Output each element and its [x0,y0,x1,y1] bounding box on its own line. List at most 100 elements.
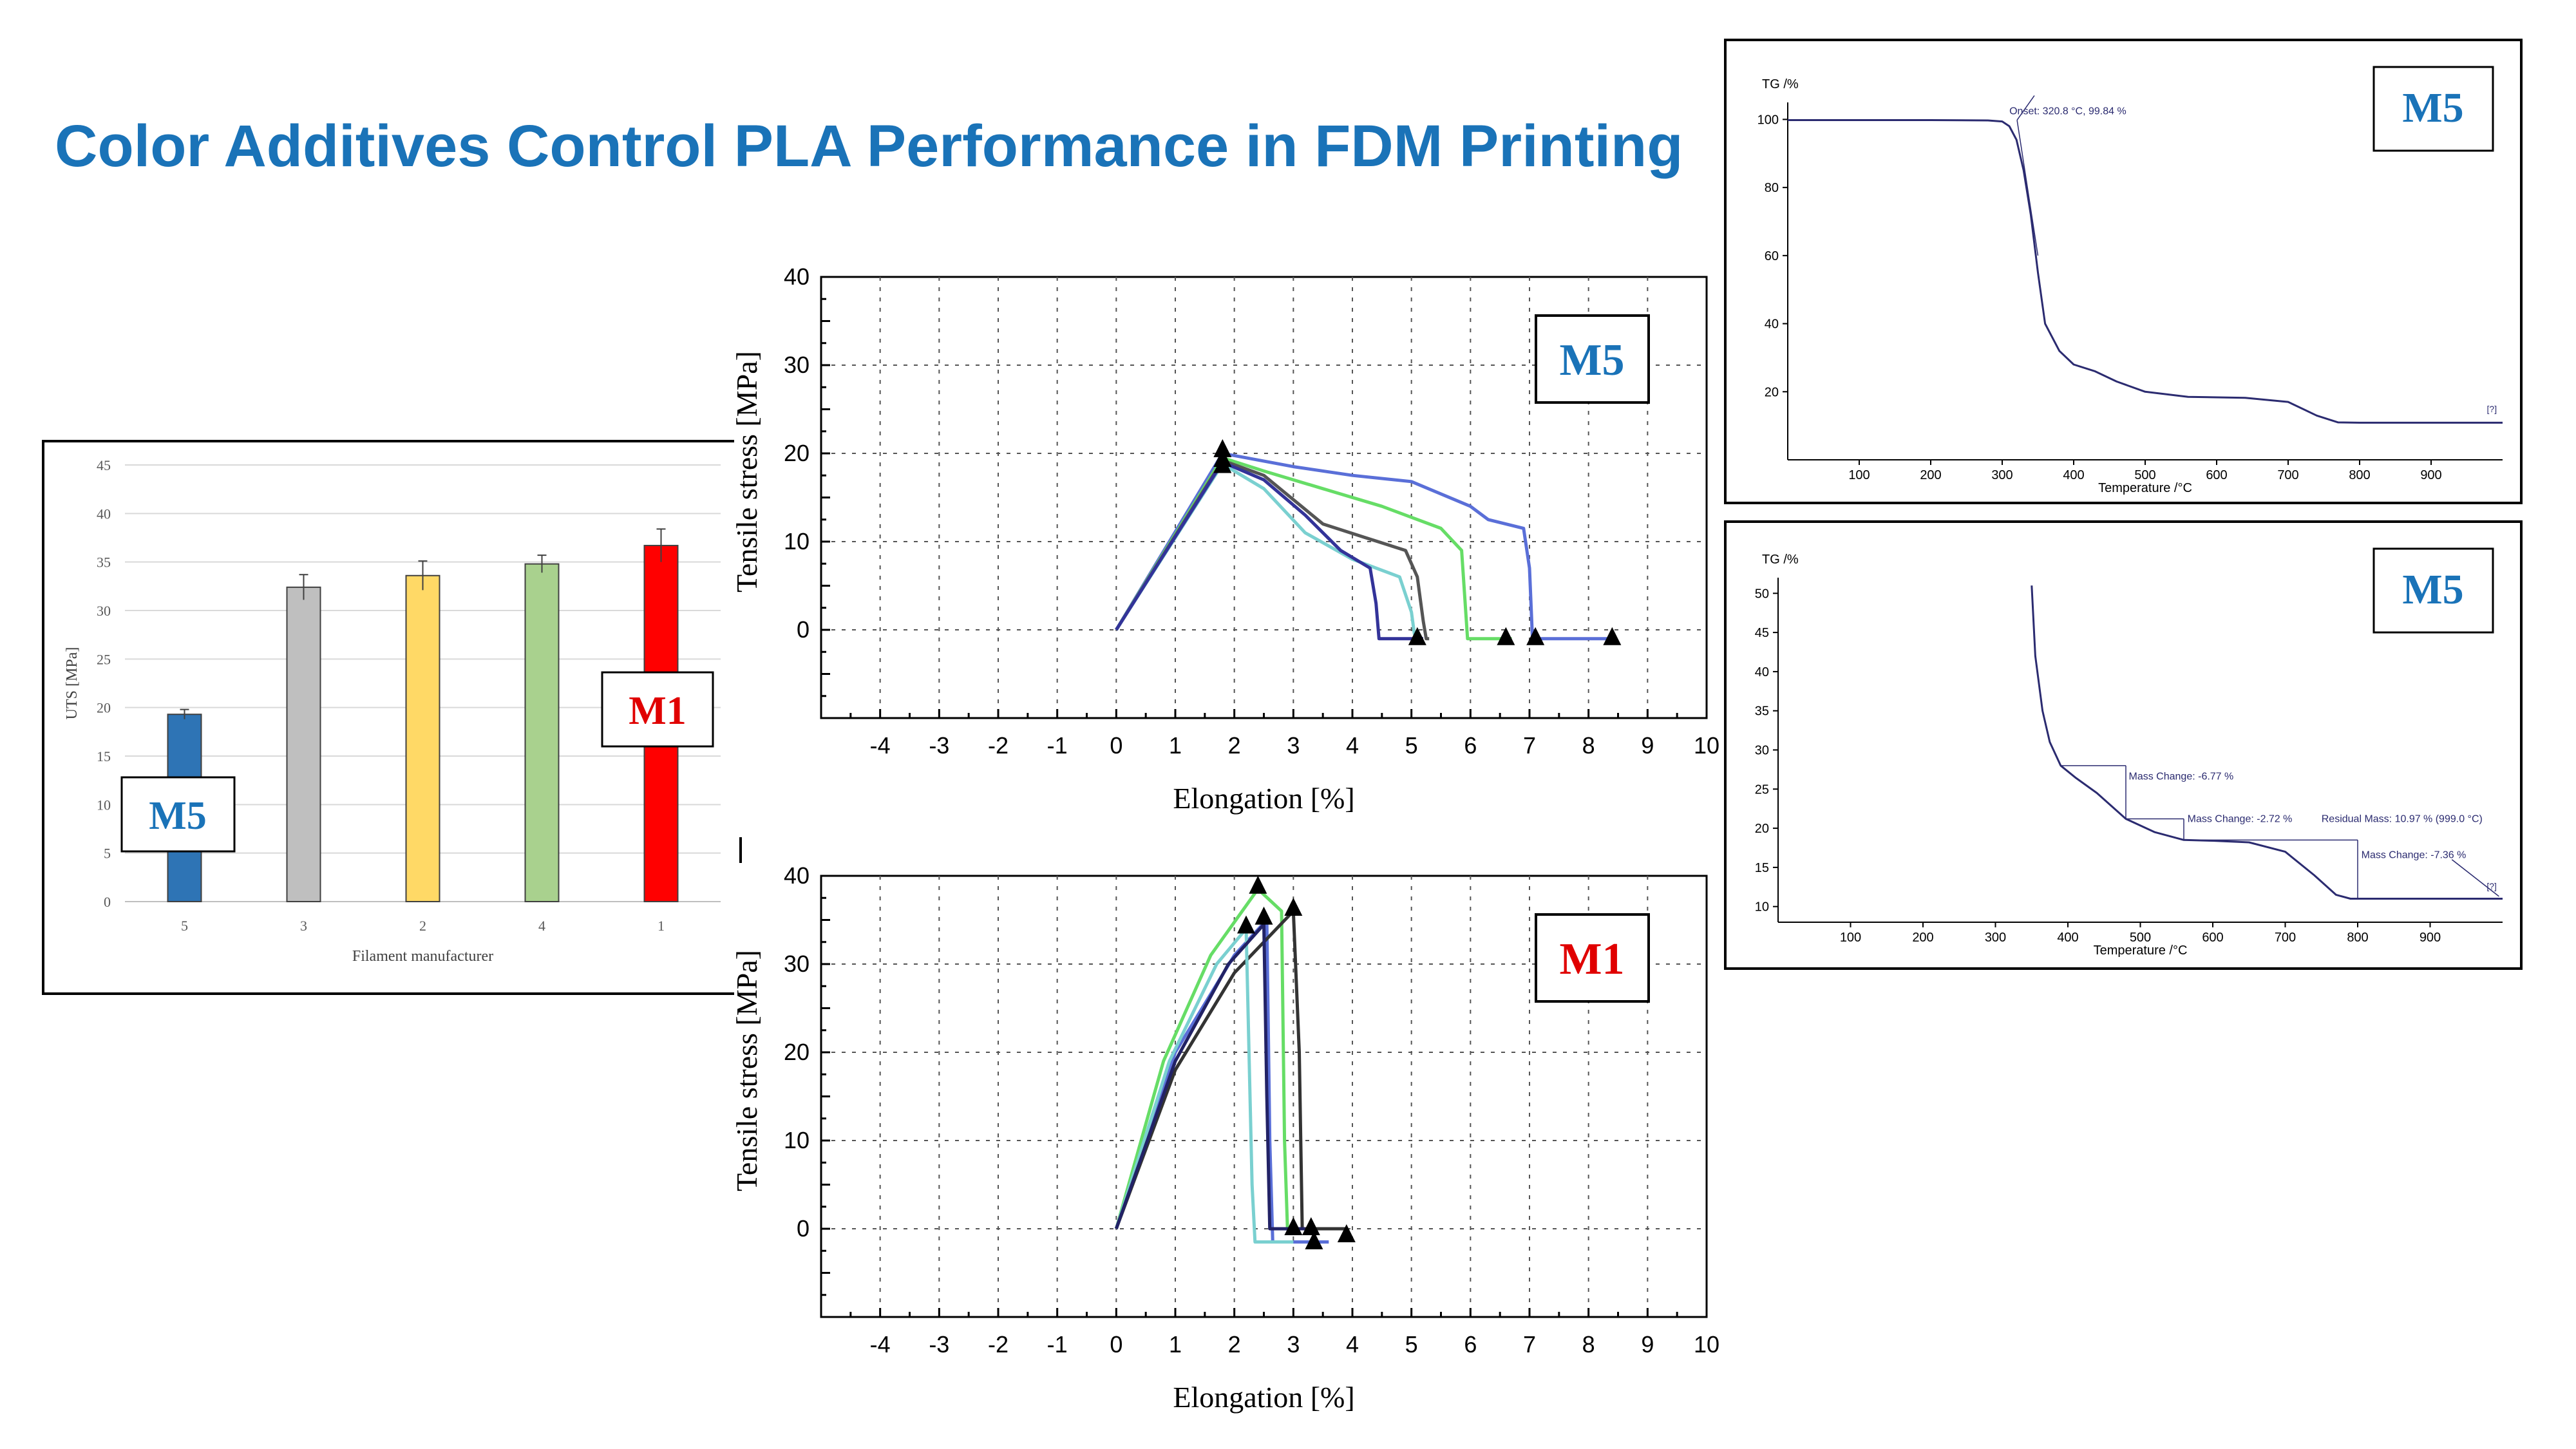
x-axis-label: Elongation [%] [1173,782,1354,815]
x-tick-label: 10 [1694,732,1719,759]
annotation-label: M5 [2402,84,2463,131]
y-axis-label: UTS [MPa] [64,647,80,720]
y-tick-label: 40 [1755,665,1769,679]
y-tick-label: 15 [1755,861,1769,875]
x-tick-label: 300 [1985,931,2006,945]
y-tick-label: 10 [784,528,810,554]
x-tick-label: 10 [1694,1331,1719,1358]
tga-top-chart-panel: 20 40 60 80 100 100 200 300 400 500 600 700 800 900 Te… [1724,39,2523,504]
y-tick-label: 10 [784,1127,810,1153]
break-marker [1213,455,1232,473]
x-tick-label: 700 [2277,468,2298,482]
y-tick-label: 10 [1755,900,1769,914]
y-tick-label: 15 [97,748,111,764]
series-line [1114,887,1311,1231]
y-tick-label: 5 [104,846,111,862]
x-tick-label: 1 [1169,1331,1182,1358]
x-tick-label: 800 [2347,931,2368,945]
onset-label: Onset: 320.8 °C, 99.84 % [2009,106,2126,117]
annotation-label: M5 [2402,566,2463,613]
break-marker [1302,1217,1320,1235]
y-tick-label: 40 [1765,317,1779,332]
y-tick-label: 50 [1755,587,1769,601]
break-marker [1337,1224,1356,1242]
x-tick-label: 1 [1169,732,1182,759]
x-tick-label: 600 [2202,931,2223,945]
x-tick-label: 5 [1405,1331,1418,1358]
x-tick-label: 2 [1228,1331,1241,1358]
tensile-m5-chart-panel: -4 -3 -2 -1 0 1 2 3 4 5 6 7 8 9 10 0 10 20 30 40 Elongation … [730,263,1726,837]
y-tick-label: 35 [97,554,111,571]
x-tick-label: 2 [419,918,426,934]
annotation-box [1535,314,1650,404]
bar [524,563,560,902]
x-tick-label: 8 [1582,732,1595,759]
tga-top-chart: 20 40 60 80 100 100 200 300 400 500 600 700 800 900 Te… [1757,66,2503,495]
x-tick-label: 400 [2057,931,2078,945]
break-marker [1237,915,1255,934]
y-tick-label: 40 [784,863,810,889]
x-tick-label: 200 [1920,468,1941,482]
x-tick-label: 0 [1110,732,1122,759]
x-tick-label: 4 [538,918,545,934]
m1-label-box [601,671,714,748]
y-tick-label: 45 [97,457,111,473]
series-line [1115,451,1613,641]
break-marker [1249,875,1267,894]
x-tick-label: 4 [1346,1331,1359,1358]
x-tick-label: -1 [1047,732,1068,759]
x-tick-label: -4 [870,732,891,759]
x-tick-label: 100 [1840,931,1861,945]
break-marker [1603,627,1622,645]
x-tick-label: 900 [2420,931,2441,945]
series-line [1115,456,1512,641]
x-tick-label: 6 [1464,732,1477,759]
x-tick-label: 800 [2349,468,2370,482]
y-tick-label: 0 [797,1215,810,1242]
break-marker [1284,1217,1303,1235]
x-tick-label: 7 [1523,732,1536,759]
x-tick-label: 1 [658,918,665,934]
y-tick-label: 20 [1765,385,1779,399]
y-tick-label: 30 [784,352,810,378]
break-marker [1213,439,1232,457]
y-tick-label: 0 [797,616,810,643]
x-tick-label: 100 [1848,468,1870,482]
page-title: Color Additives Control PLA Performance … [55,113,1683,179]
break-marker [1305,1231,1323,1249]
onset-tangent [2016,120,2039,256]
x-tick-label: 900 [2420,468,2441,482]
x-tick-label: 4 [1346,732,1359,759]
y-tick-label: 100 [1757,113,1779,127]
y-tick-label: 20 [784,440,810,466]
y-tick-label: 80 [1765,181,1779,195]
mass-change-label-2: Mass Change: -2.72 % [2188,813,2293,824]
x-axis-label: Filament manufacturer [352,948,493,965]
x-tick-label: 400 [2063,468,2084,482]
y-tick-label: 30 [784,951,810,977]
y-tick-label: 0 [104,894,111,910]
x-axis-label: Temperature /°C [2094,943,2188,958]
annotation-label: M5 [1559,336,1624,385]
series-line [1114,922,1305,1231]
tensile-m1-chart: -4 -3 -2 -1 0 1 2 3 4 5 6 7 8 9 10 0 10 20 30 40 Elongation … [730,862,1719,1414]
x-tick-label: 500 [2134,468,2155,482]
x-tick-label: 0 [1110,1331,1122,1358]
x-tick-label: 600 [2206,468,2227,482]
y-tick-label: 40 [784,264,810,290]
uts-bar-chart-panel: 0 5 10 15 20 25 30 35 40 45 5 3 2 4 1 Filament manufact… [42,440,742,995]
x-tick-label: 3 [1287,1331,1300,1358]
x-tick-label: 3 [1287,732,1300,759]
x-tick-label: 300 [1991,468,2012,482]
x-tick-label: 7 [1523,1331,1536,1358]
x-tick-label: 700 [2275,931,2296,945]
x-tick-label: 500 [2130,931,2151,945]
series-line [1115,462,1419,640]
x-tick-label: 3 [300,918,307,934]
tga-bottom-chart: 10 15 20 25 30 35 40 45 50 100 200 300 400 500 600 700 8… [1755,547,2503,958]
m5-label: M5 [149,794,207,838]
x-axis-label: Temperature /°C [2098,481,2192,495]
break-marker [1255,906,1273,925]
y-axis-label: Tensile stress [MPa] [734,950,763,1191]
m1-label: M1 [629,689,687,733]
